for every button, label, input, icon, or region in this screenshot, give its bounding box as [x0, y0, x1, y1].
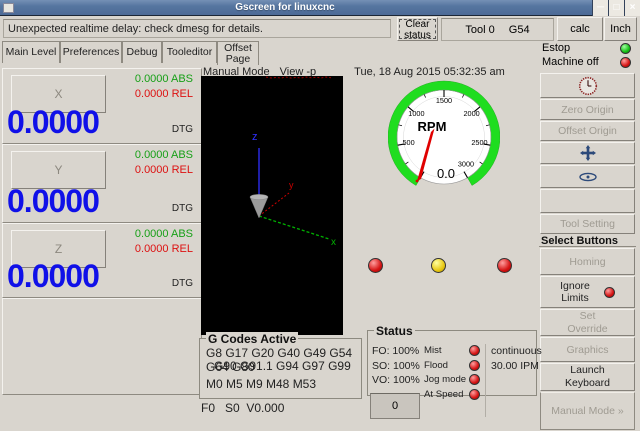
svg-text:2000: 2000: [463, 109, 479, 118]
svg-text:x: x: [331, 237, 336, 248]
svg-text:1000: 1000: [408, 109, 424, 118]
svg-text:y: y: [289, 180, 294, 190]
svg-text:3000: 3000: [458, 159, 474, 168]
svg-text:z: z: [252, 131, 258, 143]
svg-text:0.0: 0.0: [437, 166, 455, 181]
svg-text:500: 500: [402, 138, 414, 147]
svg-text:1500: 1500: [436, 96, 452, 105]
svg-text:2500: 2500: [471, 138, 487, 147]
